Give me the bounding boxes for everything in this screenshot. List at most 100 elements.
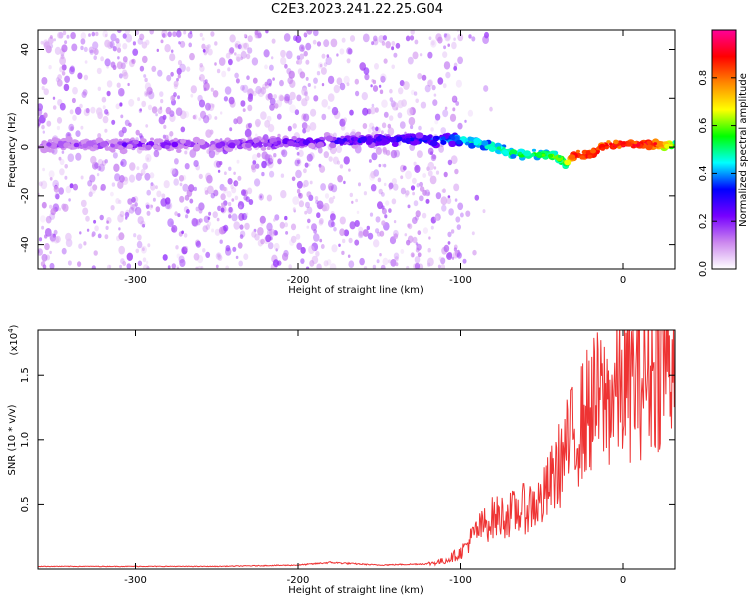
spectrogram-cell <box>288 264 292 269</box>
spectrogram-cell <box>43 41 51 50</box>
spectrogram-cell <box>430 154 437 162</box>
spectrogram-cell <box>117 30 122 34</box>
spectrogram-cell <box>456 252 462 259</box>
spectrogram-cell <box>464 141 470 146</box>
spectrogram-cell <box>122 43 128 50</box>
spectrogram-cell <box>442 188 446 193</box>
spectrogram-cell <box>218 57 226 66</box>
spectrogram-cell <box>187 32 193 39</box>
spectrogram-cell <box>416 243 422 251</box>
spectrogram-cell <box>214 62 217 66</box>
spectrogram-cell <box>50 208 56 216</box>
spectrogram-cell <box>167 31 172 38</box>
spectrogram-cell <box>646 140 652 145</box>
spectrogram-cell <box>155 206 161 213</box>
spectrogram-cell <box>319 238 323 243</box>
spectrogram-cell <box>421 74 427 81</box>
spectrogram-cell <box>210 140 216 145</box>
spectrogram-cell <box>389 97 393 102</box>
spectrogram-cell <box>240 50 247 59</box>
spectrogram-cell <box>59 102 66 111</box>
spectrogram-cell <box>228 58 233 66</box>
spectrogram-cell <box>385 149 391 156</box>
spectrogram-cell <box>223 96 228 102</box>
spectrogram-cell <box>98 163 105 172</box>
spectrogram-cell <box>407 223 411 228</box>
spectrogram-cell <box>312 39 317 45</box>
spectrogram-cell <box>298 192 302 197</box>
spectrogram-cell <box>100 183 106 191</box>
spectrogram-cell <box>89 186 96 195</box>
spectrogram-cell <box>46 142 52 147</box>
spectrogram-cell <box>626 141 632 147</box>
spectrogram-cell <box>166 201 173 210</box>
spectrogram-cell <box>347 254 351 258</box>
spectrogram-cell <box>289 91 296 101</box>
spectrogram-cell <box>381 41 386 46</box>
spectrogram-cell <box>173 178 179 186</box>
spectrogram-cell <box>193 160 199 167</box>
spectrogram-cell <box>260 139 265 143</box>
spectrogram-cell <box>227 201 232 207</box>
spectrogram-cell <box>181 230 185 235</box>
spectrogram-cell <box>52 96 56 100</box>
spectrogram-cell <box>304 210 308 215</box>
spectrogram-cell <box>633 141 638 145</box>
spectrogram-cell <box>170 49 174 53</box>
spectrogram-cell <box>67 260 72 266</box>
spectrogram-cell <box>78 243 83 249</box>
spectrogram-cell <box>430 127 434 132</box>
spectrogram-cell <box>43 88 49 96</box>
spectrogram-cell <box>314 196 319 201</box>
spectrogram-cell <box>106 65 109 69</box>
spectrogram-cell <box>320 183 326 191</box>
spectrogram-cell <box>306 153 313 162</box>
spectrogram-cell <box>375 146 382 155</box>
spectrogram-cell <box>406 265 410 269</box>
spectrogram-cell <box>268 157 274 165</box>
spectrogram-cell <box>400 249 405 254</box>
spectrogram-cell <box>412 177 417 184</box>
spectrogram-cell <box>398 87 404 95</box>
spectrogram-cell <box>86 228 90 232</box>
spectrogram-cell <box>336 77 343 85</box>
spectrogram-cell <box>137 37 143 45</box>
spectrogram-cell <box>59 66 64 73</box>
spectrogram-cell <box>442 109 449 118</box>
spectrogram-cell <box>41 201 47 209</box>
spectrogram-cell <box>427 79 433 87</box>
spectrogram-cell <box>224 171 227 175</box>
spectrogram-cell <box>280 173 285 178</box>
spectrogram-cell <box>199 218 204 223</box>
spectrogram-cell <box>326 54 330 58</box>
spectrogram-cell <box>305 201 310 209</box>
spectrogram-cell <box>369 106 376 115</box>
spectrogram-cell <box>220 207 225 213</box>
spectrogram-cell <box>393 229 399 238</box>
spectrogram-cell <box>128 98 135 107</box>
spectrogram-cell <box>311 223 317 232</box>
spectrogram-cell <box>48 36 54 45</box>
spectrogram-cell <box>375 216 381 223</box>
spectrogram-cell <box>393 52 398 58</box>
spectrogram-cell <box>91 31 96 37</box>
colorbar-frame <box>711 29 737 270</box>
spectrogram-cell <box>427 170 433 177</box>
spectrogram-cell <box>306 191 312 198</box>
spectrogram-cell <box>375 126 379 132</box>
spectrogram-cell <box>313 30 319 37</box>
spectrogram-cell <box>60 54 65 60</box>
spectrogram-cell <box>159 91 164 97</box>
spectrogram-cell <box>399 121 406 129</box>
spectrogram-cell <box>366 225 370 231</box>
spectrogram-cell <box>93 219 97 224</box>
spectrogram-cell <box>162 254 168 261</box>
spectrogram-cell <box>177 95 180 100</box>
spectrogram-cell <box>339 228 345 236</box>
spectrogram-cell <box>58 156 62 161</box>
spectrogram-cell <box>210 192 215 199</box>
spectrogram-cell <box>330 38 338 48</box>
snr-y-tick-label: 0.5 <box>20 496 31 512</box>
spectrogram-cell <box>80 38 86 45</box>
spectrogram-cell <box>291 136 298 141</box>
